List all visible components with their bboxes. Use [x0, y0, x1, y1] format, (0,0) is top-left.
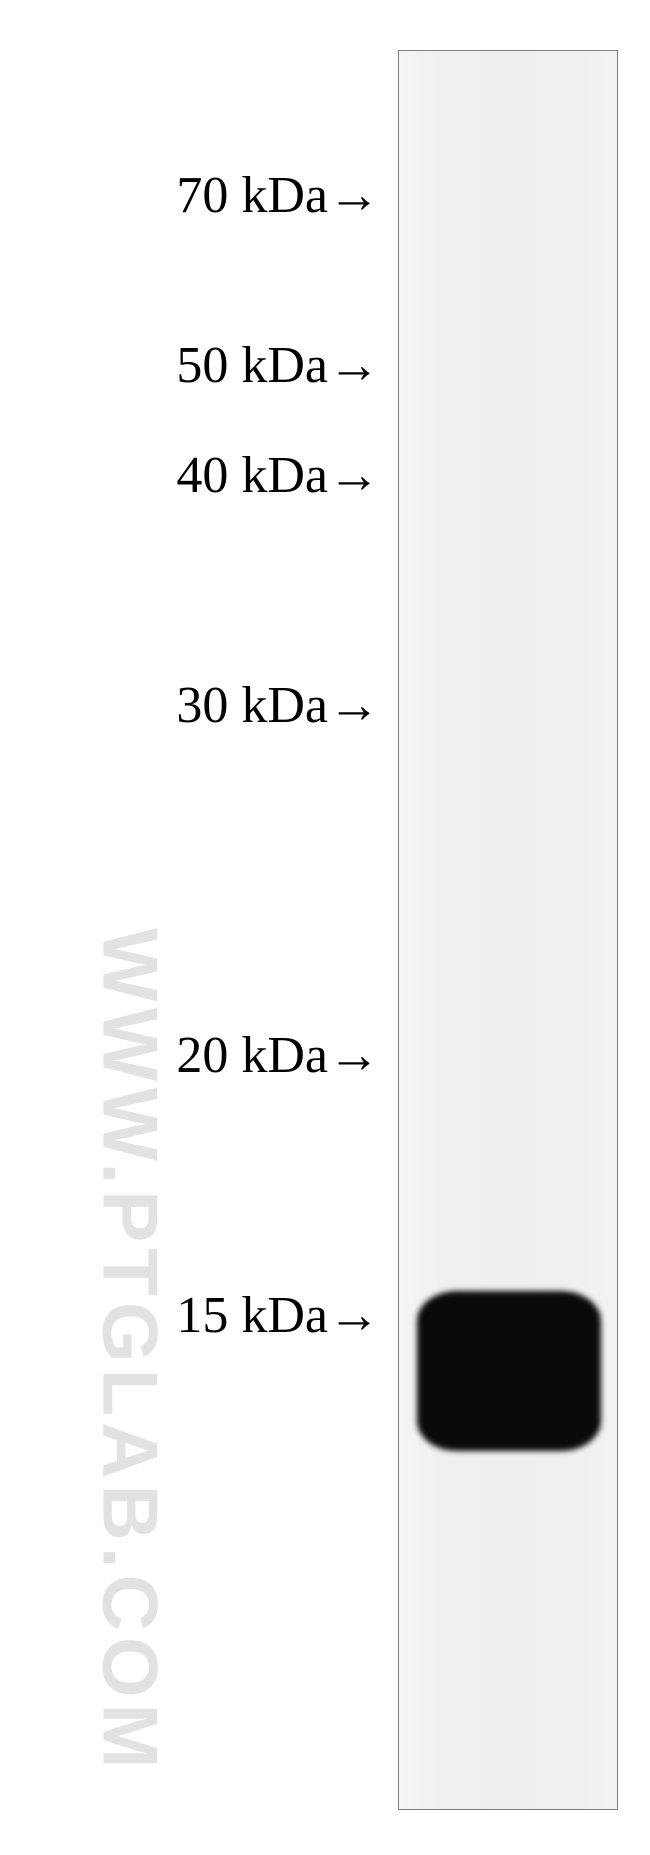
blot-lane-inner — [399, 51, 617, 1809]
mw-marker: 70 kDa→ — [0, 170, 380, 222]
mw-marker: 50 kDa→ — [0, 340, 380, 392]
western-blot-figure: WWW.PTGLAB.COM 70 kDa→50 kDa→40 kDa→30 k… — [0, 0, 650, 1855]
mw-marker: 20 kDa→ — [0, 1030, 380, 1082]
lane-overlay — [399, 51, 617, 1809]
mw-marker: 15 kDa→ — [0, 1290, 380, 1342]
mw-marker: 40 kDa→ — [0, 450, 380, 502]
mw-marker: 30 kDa→ — [0, 680, 380, 732]
blot-lane — [398, 50, 618, 1810]
